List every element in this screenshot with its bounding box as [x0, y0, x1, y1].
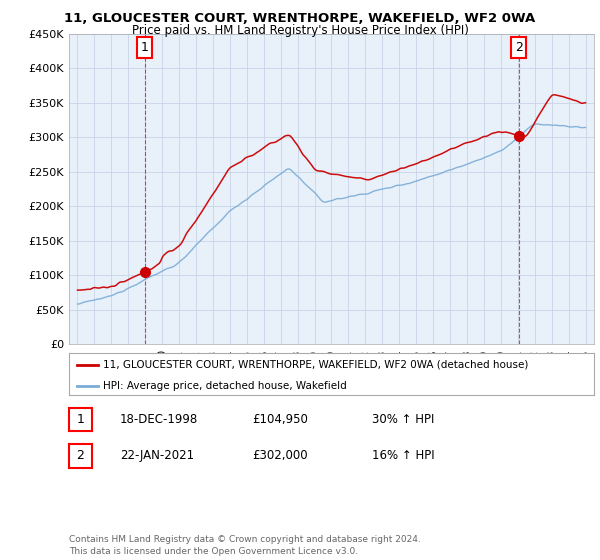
Text: Price paid vs. HM Land Registry's House Price Index (HPI): Price paid vs. HM Land Registry's House … [131, 24, 469, 36]
Text: HPI: Average price, detached house, Wakefield: HPI: Average price, detached house, Wake… [103, 381, 347, 390]
Text: 18-DEC-1998: 18-DEC-1998 [120, 413, 198, 426]
Text: £104,950: £104,950 [252, 413, 308, 426]
Text: 22-JAN-2021: 22-JAN-2021 [120, 449, 194, 463]
Text: 1: 1 [76, 413, 85, 426]
Text: Contains HM Land Registry data © Crown copyright and database right 2024.
This d: Contains HM Land Registry data © Crown c… [69, 535, 421, 556]
Text: 11, GLOUCESTER COURT, WRENTHORPE, WAKEFIELD, WF2 0WA: 11, GLOUCESTER COURT, WRENTHORPE, WAKEFI… [64, 12, 536, 25]
Text: 1: 1 [140, 41, 148, 54]
Text: 11, GLOUCESTER COURT, WRENTHORPE, WAKEFIELD, WF2 0WA (detached house): 11, GLOUCESTER COURT, WRENTHORPE, WAKEFI… [103, 360, 529, 370]
Text: 16% ↑ HPI: 16% ↑ HPI [372, 449, 434, 463]
Text: 30% ↑ HPI: 30% ↑ HPI [372, 413, 434, 426]
Text: 2: 2 [76, 449, 85, 463]
Text: £302,000: £302,000 [252, 449, 308, 463]
Text: 2: 2 [515, 41, 523, 54]
